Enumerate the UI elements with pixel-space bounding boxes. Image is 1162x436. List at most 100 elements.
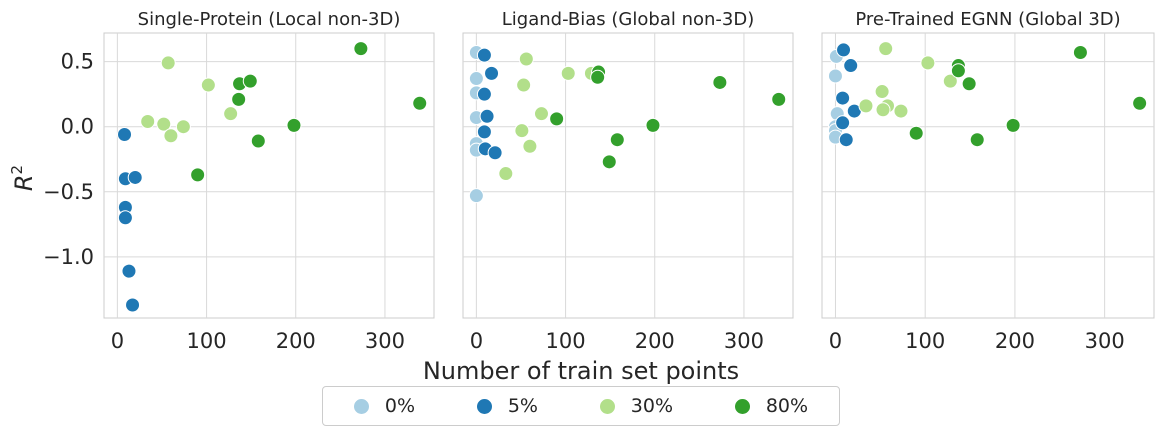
figure: Single-Protein (Local non-3D) 0 100 200 300 0…	[8, 9, 1155, 385]
data-point-80pct	[353, 41, 369, 57]
panel-title: Ligand-Bias (Global non-3D)	[502, 9, 754, 30]
data-point-80pct	[1132, 95, 1148, 111]
data-point-5pct	[479, 108, 495, 124]
data-point-80pct	[190, 167, 206, 183]
panel-title: Pre-Trained EGNN (Global 3D)	[855, 9, 1120, 30]
data-point-30pct	[560, 65, 576, 81]
data-point-30pct	[160, 55, 176, 71]
data-point-80pct	[1072, 45, 1088, 61]
data-point-5pct	[835, 90, 851, 106]
data-point-5pct	[121, 263, 137, 279]
data-point-30pct	[200, 77, 216, 93]
x-axis-label: Number of train set points	[423, 357, 739, 385]
data-point-80pct	[712, 74, 728, 90]
x-tick-label: 300	[365, 329, 405, 353]
legend: 0% 5% 30% 80%	[322, 386, 840, 426]
data-point-80pct	[412, 95, 428, 111]
data-point-30pct	[858, 98, 874, 114]
data-point-5pct	[835, 115, 851, 131]
data-point-30pct	[156, 116, 172, 132]
data-point-5pct	[476, 47, 492, 63]
data-point-80pct	[645, 117, 661, 133]
data-point-80pct	[250, 133, 266, 149]
legend-label: 5%	[507, 395, 538, 417]
data-point-5pct	[476, 86, 492, 102]
data-point-5pct	[127, 169, 143, 185]
data-point-5pct	[117, 127, 133, 143]
data-point-30pct	[140, 113, 156, 129]
x-tick-label: 0	[829, 329, 842, 353]
data-point-80pct	[961, 76, 977, 92]
x-tick-label: 300	[1085, 329, 1125, 353]
data-point-80pct	[950, 63, 966, 79]
legend-item-80pct: 80%	[734, 395, 809, 417]
data-point-30pct	[942, 73, 958, 89]
data-point-80pct	[242, 73, 258, 89]
data-point-30pct	[518, 51, 534, 67]
legend-label: 0%	[384, 395, 416, 417]
data-point-80pct	[231, 91, 247, 107]
plot-frame	[103, 32, 435, 319]
panel-1: Ligand-Bias (Global non-3D) 0 100 200 300	[462, 9, 794, 353]
x-tick-label: 100	[905, 329, 945, 353]
data-point-0pct	[468, 71, 484, 87]
x-tick-label: 0	[470, 329, 483, 353]
data-point-30pct	[893, 103, 909, 119]
x-tick-label: 100	[187, 329, 227, 353]
data-point-30pct	[533, 106, 549, 122]
legend-item-30pct: 30%	[599, 395, 674, 417]
legend-marker	[734, 398, 750, 414]
data-point-5pct	[476, 124, 492, 140]
legend-marker	[476, 398, 492, 414]
data-point-80pct	[908, 125, 924, 141]
panel-title: Single-Protein (Local non-3D)	[138, 9, 401, 30]
data-point-5pct	[487, 145, 503, 161]
data-point-30pct	[163, 128, 179, 144]
y-tick-label: 0.5	[61, 50, 94, 74]
panel-0: Single-Protein (Local non-3D) 0 100 200 300 0…	[43, 9, 435, 353]
data-point-80pct	[771, 91, 787, 107]
x-tick-label: 100	[546, 329, 586, 353]
data-point-80pct	[609, 132, 625, 148]
legend-item-0pct: 0%	[353, 395, 416, 417]
data-point-5pct	[125, 297, 141, 313]
data-point-80pct	[1005, 117, 1021, 133]
x-tick-label: 200	[635, 329, 675, 353]
legend-label: 30%	[630, 395, 674, 417]
data-point-30pct	[875, 102, 891, 118]
data-point-30pct	[522, 138, 538, 154]
y-tick-label: 0.0	[61, 115, 94, 139]
data-point-30pct	[878, 41, 894, 57]
data-point-5pct	[117, 210, 133, 226]
data-point-80pct	[549, 111, 565, 127]
data-point-30pct	[516, 77, 532, 93]
data-point-30pct	[514, 123, 530, 139]
x-tick-label: 300	[724, 329, 764, 353]
y-axis-label: R2	[8, 165, 38, 191]
data-point-30pct	[498, 166, 514, 182]
legend-item-5pct: 5%	[476, 395, 538, 417]
legend-marker	[353, 398, 369, 414]
data-point-80pct	[286, 117, 302, 133]
legend-marker	[599, 398, 615, 414]
data-point-30pct	[920, 55, 936, 71]
data-point-80pct	[590, 69, 606, 85]
data-point-0pct	[468, 188, 484, 204]
y-tick-label: −1.0	[43, 245, 94, 269]
data-point-5pct	[484, 65, 500, 81]
data-point-80pct	[601, 154, 617, 170]
data-point-5pct	[838, 132, 854, 148]
panel-2: Pre-Trained EGNN (Global 3D) 0 100 200 300	[821, 9, 1155, 353]
data-point-5pct	[843, 58, 859, 74]
data-point-30pct	[175, 119, 191, 135]
plot-frame	[821, 32, 1155, 319]
data-point-30pct	[874, 84, 890, 100]
data-point-0pct	[827, 68, 843, 84]
data-point-30pct	[223, 106, 239, 122]
legend-label: 80%	[765, 395, 809, 417]
data-point-5pct	[836, 42, 852, 58]
x-tick-label: 0	[111, 329, 124, 353]
data-point-80pct	[969, 132, 985, 148]
y-tick-label: −0.5	[43, 180, 94, 204]
x-tick-label: 200	[276, 329, 316, 353]
